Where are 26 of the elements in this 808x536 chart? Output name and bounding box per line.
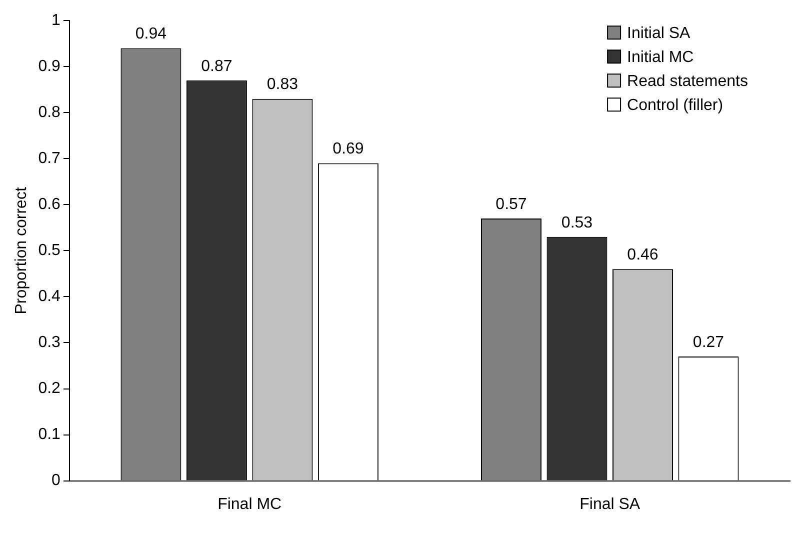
y-axis-title: Proportion correct	[13, 186, 30, 314]
data-label: 0.53	[561, 214, 593, 232]
data-label: 0.27	[692, 334, 724, 351]
y-tick-label: 0.7	[38, 150, 61, 168]
y-tick-label: 0.3	[38, 334, 61, 352]
data-label: 0.46	[627, 246, 658, 264]
y-tick-label: 0.6	[38, 196, 61, 214]
y-tick-label: 0.2	[38, 380, 61, 398]
y-tick-label: 0.4	[38, 288, 61, 306]
legend-label: Read statements	[627, 73, 748, 90]
y-tick-label: 0.1	[38, 426, 61, 444]
legend-label: Initial MC	[627, 49, 694, 66]
x-tick-label: Final MC	[218, 496, 282, 513]
y-tick-label: 0	[52, 472, 61, 490]
y-tick-label: 0.8	[38, 104, 61, 122]
legend-label: Control (filler)	[627, 97, 724, 114]
legend-label: Initial SA	[627, 25, 691, 42]
data-label: 0.83	[266, 76, 298, 94]
y-tick-label: 1	[52, 12, 61, 30]
y-tick-label: 0.9	[38, 58, 61, 76]
y-tick-label: 0.5	[38, 242, 61, 260]
data-label: 0.94	[135, 26, 167, 43]
data-label: 0.57	[496, 196, 527, 213]
data-label: 0.87	[201, 58, 232, 75]
data-label: 0.69	[332, 140, 364, 158]
x-tick-label: Final SA	[580, 496, 640, 513]
